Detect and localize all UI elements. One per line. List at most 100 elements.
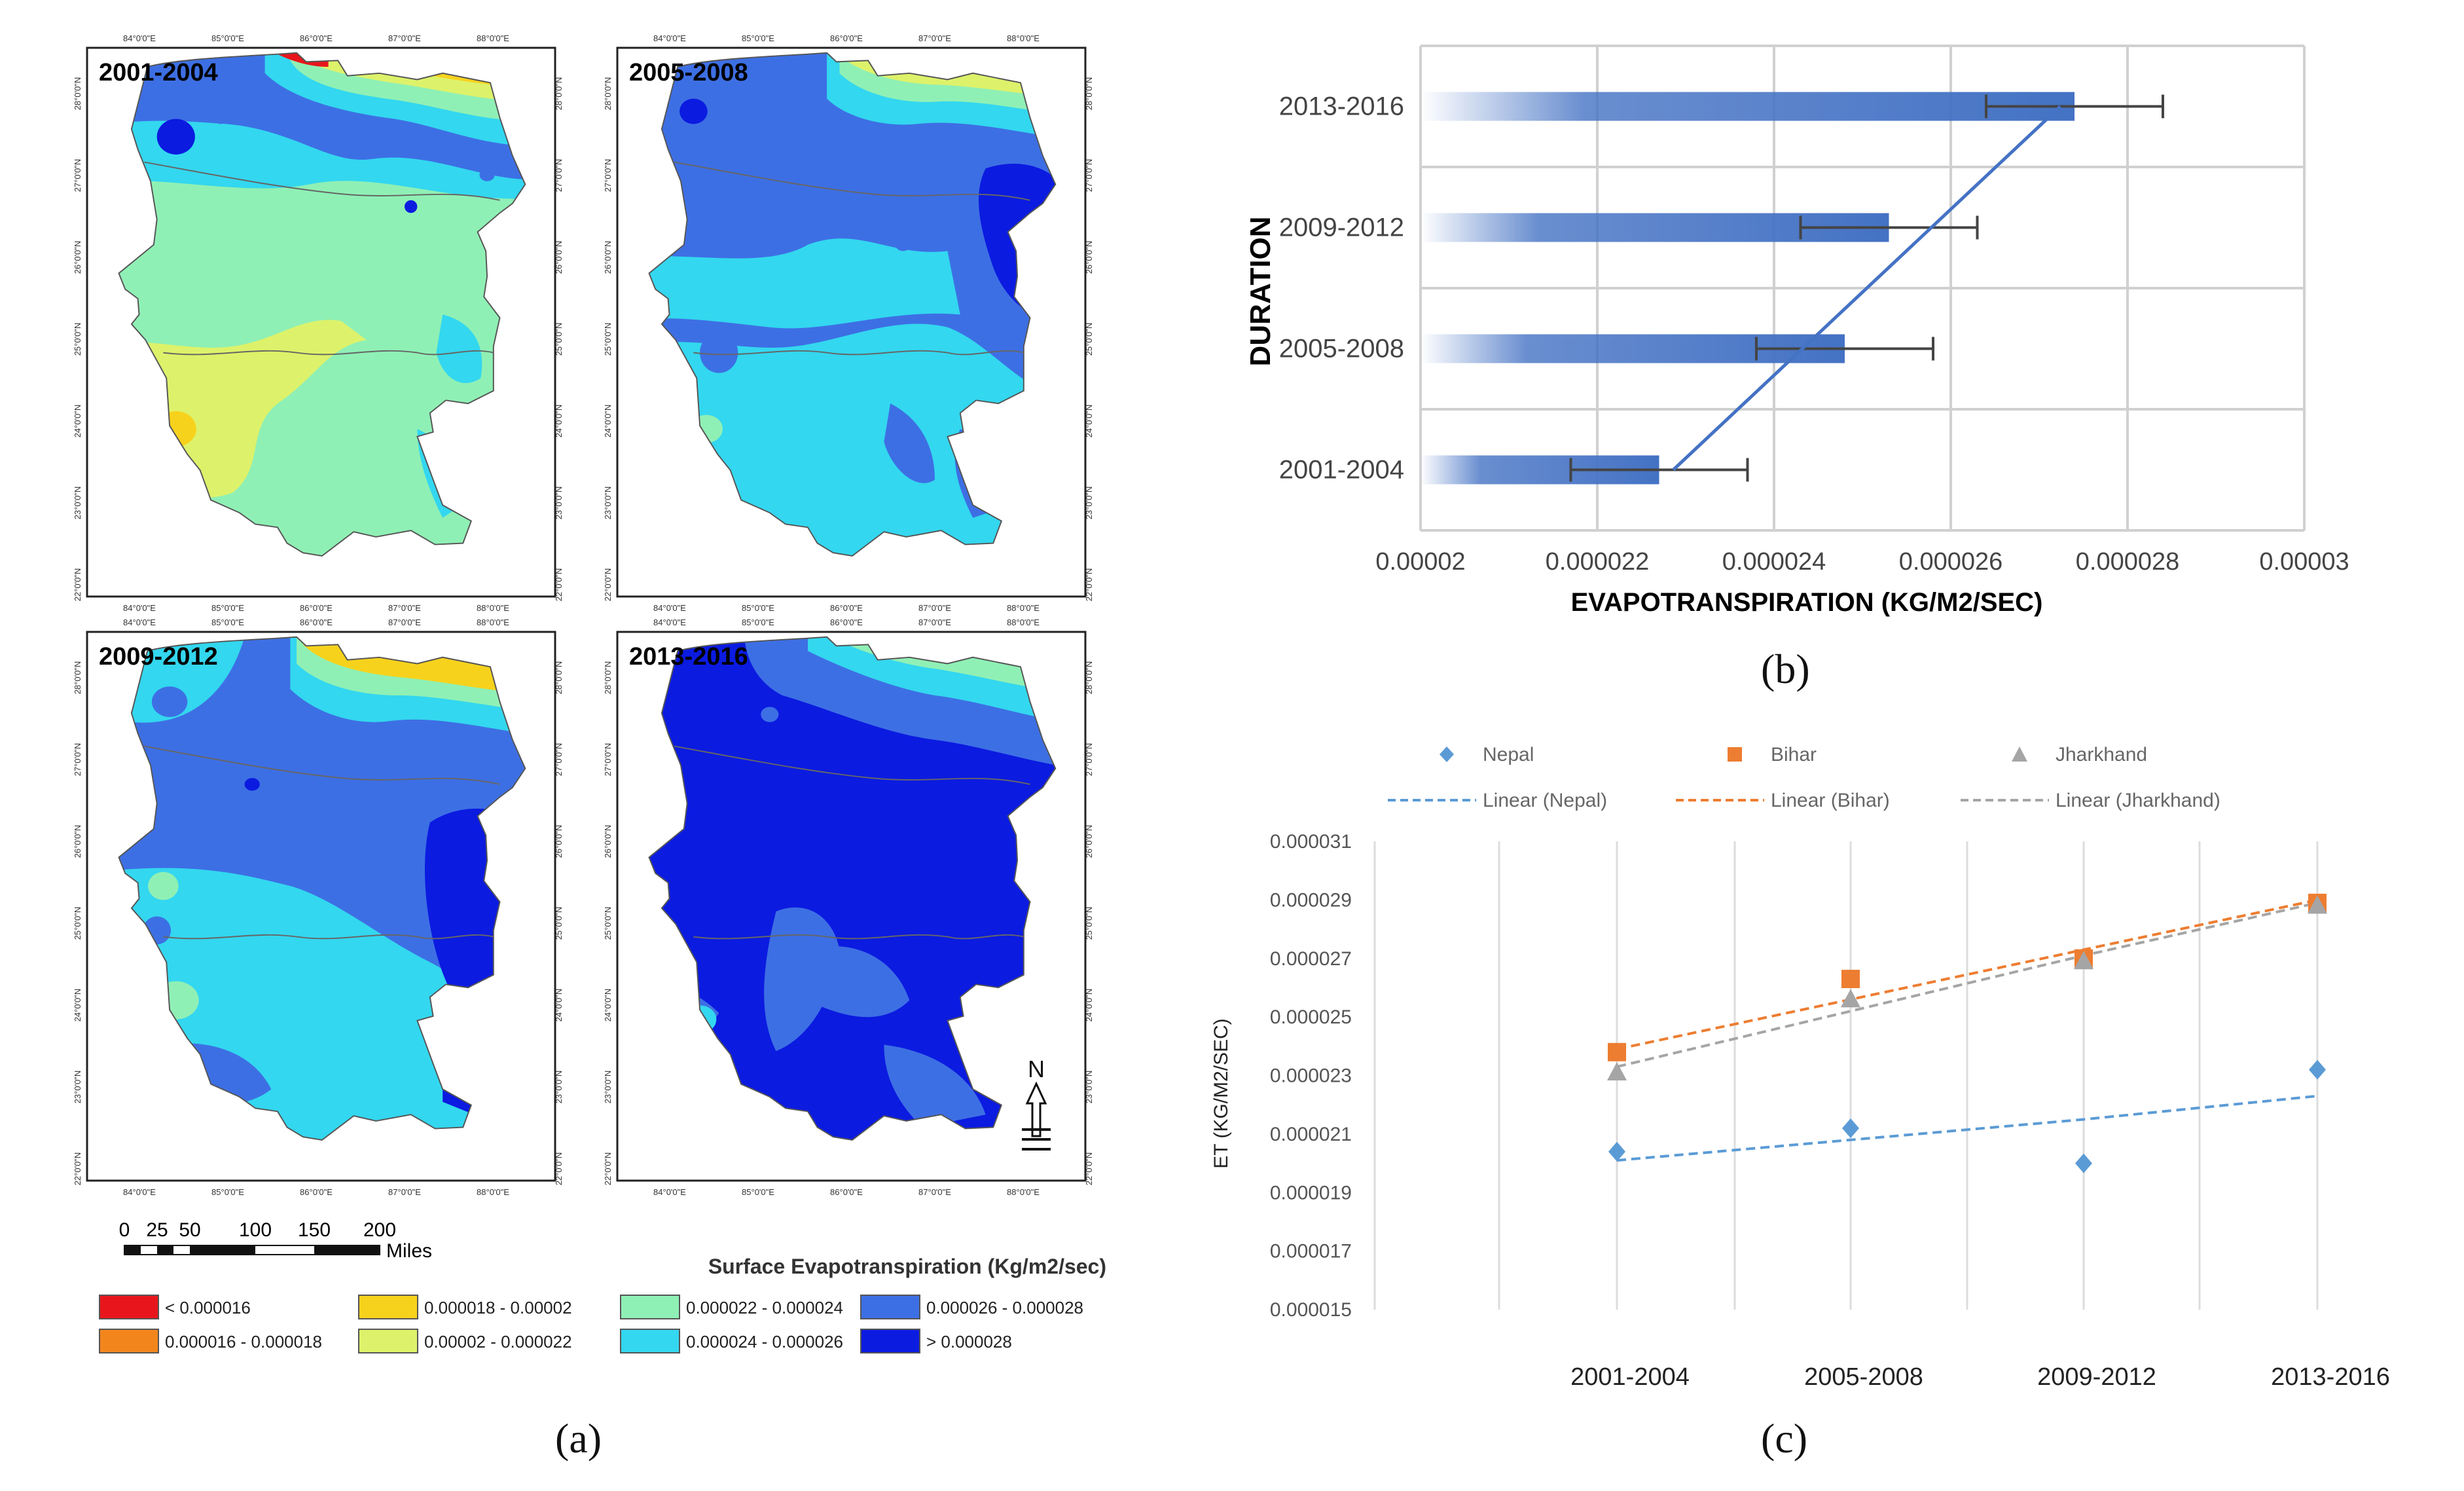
lat-label-right: 23°0'0"N [554,1071,564,1104]
lat-label-right: 28°0'0"N [554,77,564,111]
scatter-y-tick-label: 0.000029 [1270,889,1352,911]
longitude-labels: 84°0'0"E 84°0'0"E 85°0'0"E 85°0'0"E 86°0'0"E… [123,33,1040,1197]
lat-label-right: 22°0'0"N [554,568,564,602]
lat-label-left: 25°0'0"N [73,323,82,356]
scatter-x-tick-label: 2001-2004 [1570,1363,1690,1391]
lon-label-bottom: 86°0'0"E [300,603,333,613]
map-title: 2005-2008 [629,59,748,86]
legend-marker [1440,746,1454,762]
scatter-x-tick-labels: 2001-2004 2005-2008 2009-2012 2013-2016 [1570,1363,2390,1391]
lon-label-top: 86°0'0"E [300,617,333,627]
legend-swatch [358,1329,418,1353]
lat-label-right: 22°0'0"N [1084,568,1094,602]
legend-label: 0.000026 - 0.000028 [926,1298,1083,1317]
lat-label-left: 26°0'0"N [73,241,82,274]
lat-label-right: 25°0'0"N [1084,907,1094,940]
lon-label-top: 85°0'0"E [211,617,244,627]
lat-label-left: 24°0'0"N [603,989,613,1022]
legend-series-label: Jharkhand [2056,744,2147,765]
lat-label-right: 24°0'0"N [554,405,564,438]
lat-label-left: 24°0'0"N [73,989,82,1022]
bar-category-label: 2009-2012 [1279,213,1404,242]
scatter-y-tick-label: 0.000015 [1270,1299,1352,1321]
lat-label-left: 27°0'0"N [73,159,82,193]
lon-label-bottom: 86°0'0"E [300,1187,333,1197]
lat-label-right: 23°0'0"N [554,487,564,520]
legend-label: > 0.000028 [926,1332,1012,1352]
point-nepal [2075,1153,2092,1173]
lat-label-right: 23°0'0"N [1084,487,1094,520]
map-2013-2016: 2013-2016 N [616,631,1087,1182]
bar-category-label: 2001-2004 [1279,456,1404,485]
map-2005-2008: 2005-2008 [616,46,1087,598]
evapotranspiration-maps: 2001-2004 [73,33,1106,1353]
lat-label-left: 23°0'0"N [603,487,613,520]
legend-label: 0.00002 - 0.000022 [424,1332,572,1352]
lon-label-top: 88°0'0"E [477,617,509,627]
legend-series-label: Nepal [1483,744,1534,765]
scale-bar: 0 25 50 100 150 200 Miles [119,1219,432,1262]
lat-label-right: 25°0'0"N [554,907,564,940]
scatter-y-tick-labels: 0.000031 0.000029 0.000027 0.000025 0.000023… [1270,831,1352,1321]
map-title: 2001-2004 [99,59,218,86]
trendline-bihar [1616,898,2318,1051]
lon-label-bottom: 86°0'0"E [830,1187,863,1197]
legend-swatch [358,1295,418,1319]
duration-bar-chart: 2001-2004 2005-2008 2009-2012 2013-2016 0.0… [1244,45,2349,617]
legend-trend-label: Linear (Jharkhand) [2056,790,2220,811]
lat-label-right: 26°0'0"N [554,825,564,858]
lat-label-right: 23°0'0"N [1084,1071,1094,1104]
lon-label-top: 87°0'0"E [918,617,951,627]
caption-a: (a) [555,1415,602,1462]
scatter-y-tick-label: 0.000021 [1270,1124,1352,1145]
lon-label-bottom: 84°0'0"E [123,1187,156,1197]
lat-label-left: 24°0'0"N [603,405,613,438]
legend-swatch [860,1329,920,1353]
lat-label-left: 22°0'0"N [73,1152,82,1186]
lat-label-right: 25°0'0"N [554,323,564,356]
latitude-labels: 28°0'0"N 28°0'0"N 27°0'0"N 27°0'0"N 26°0'0"N… [73,77,1094,1186]
legend-label: 0.000016 - 0.000018 [165,1332,322,1352]
map-2001-2004: 2001-2004 [86,46,556,598]
lat-label-left: 28°0'0"N [603,77,613,111]
bar-x-tick-label: 0.000024 [1722,548,1826,576]
scatter-y-tick-label: 0.000019 [1270,1182,1352,1204]
lat-label-right: 28°0'0"N [1084,77,1094,111]
scale-number: 200 [363,1219,396,1241]
scale-number: 0 [119,1219,130,1241]
lat-label-right: 27°0'0"N [554,159,564,193]
map-title: 2009-2012 [99,643,218,671]
legend-swatch [620,1295,680,1319]
scatter-x-tick-label: 2005-2008 [1804,1363,1923,1391]
lat-label-right: 26°0'0"N [554,241,564,274]
lat-label-right: 24°0'0"N [1084,989,1094,1022]
lon-label-bottom: 88°0'0"E [1007,1187,1040,1197]
bar-chart-y-axis-label: DURATION [1244,217,1277,367]
lon-label-bottom: 85°0'0"E [742,603,774,613]
bar-chart-category-labels: 2001-2004 2005-2008 2009-2012 2013-2016 [1279,92,1404,485]
lon-label-bottom: 84°0'0"E [123,603,156,613]
lat-label-left: 26°0'0"N [73,825,82,858]
lat-label-left: 24°0'0"N [73,405,82,438]
trendline-nepal [1616,1094,2318,1162]
scatter-y-tick-label: 0.000027 [1270,948,1352,970]
lat-label-left: 27°0'0"N [73,743,82,777]
bar-chart-trendline [1672,105,2062,471]
legend-label: 0.000018 - 0.00002 [424,1298,572,1317]
bar-chart-bars [1421,92,2074,485]
bar [1421,92,2074,121]
bar-x-tick-label: 0.000026 [1899,548,2003,576]
scatter-points [1607,893,2327,1173]
map-title: 2013-2016 [629,643,748,671]
lat-label-left: 22°0'0"N [603,568,613,602]
lat-label-left: 23°0'0"N [73,1071,82,1104]
legend-label: < 0.000016 [165,1298,251,1317]
lat-label-left: 23°0'0"N [603,1071,613,1104]
lon-label-top: 87°0'0"E [918,33,951,43]
scatter-y-axis-label: ET (KG/M2/SEC) [1210,1018,1232,1168]
scatter-y-tick-label: 0.000031 [1270,831,1352,853]
lat-label-left: 25°0'0"N [603,907,613,940]
bar-x-tick-label: 0.00002 [1375,548,1465,576]
lon-label-bottom: 87°0'0"E [918,603,951,613]
bar-chart-x-axis-label: EVAPOTRANSPIRATION (KG/M2/SEC) [1571,588,2043,617]
